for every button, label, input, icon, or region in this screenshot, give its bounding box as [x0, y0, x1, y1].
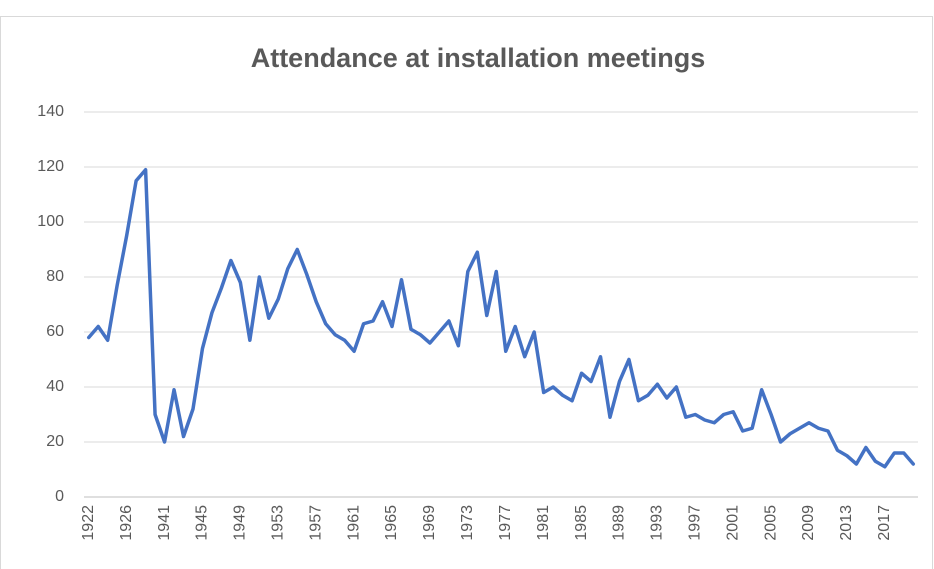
x-tick-label: 1965 — [383, 505, 400, 541]
x-tick-label: 1989 — [611, 505, 628, 541]
y-tick-label: 80 — [46, 268, 64, 285]
x-tick-label: 1977 — [497, 505, 514, 541]
x-tick-label: 2013 — [838, 505, 855, 541]
x-tick-label: 2009 — [800, 505, 817, 541]
x-tick-label: 1985 — [573, 505, 590, 541]
x-tick-label: 1945 — [194, 505, 211, 541]
y-tick-label: 100 — [37, 213, 64, 230]
x-tick-label: 1926 — [118, 505, 135, 541]
x-tick-label: 1981 — [535, 505, 552, 541]
x-tick-label: 1997 — [687, 505, 704, 541]
x-tick-label: 2001 — [724, 505, 741, 541]
x-tick-label: 1961 — [345, 505, 362, 541]
y-tick-label: 60 — [46, 323, 64, 340]
x-tick-label: 1957 — [307, 505, 324, 541]
x-tick-label: 2017 — [876, 505, 893, 541]
x-tick-label: 1953 — [270, 505, 287, 541]
x-tick-label: 1973 — [459, 505, 476, 541]
y-tick-label: 120 — [37, 158, 64, 175]
x-tick-label: 1941 — [156, 505, 173, 541]
x-tick-label: 1969 — [421, 505, 438, 541]
chart-title: Attendance at installation meetings — [251, 43, 706, 73]
x-tick-label: 1993 — [649, 505, 666, 541]
y-tick-label: 140 — [37, 103, 64, 120]
data-line — [86, 168, 916, 469]
x-tick-label: 2005 — [762, 505, 779, 541]
y-tick-label: 20 — [46, 433, 64, 450]
y-tick-label: 40 — [46, 378, 64, 395]
x-tick-label: 1922 — [80, 505, 97, 541]
y-tick-label: 0 — [55, 488, 64, 505]
x-tick-label: 1949 — [232, 505, 249, 541]
